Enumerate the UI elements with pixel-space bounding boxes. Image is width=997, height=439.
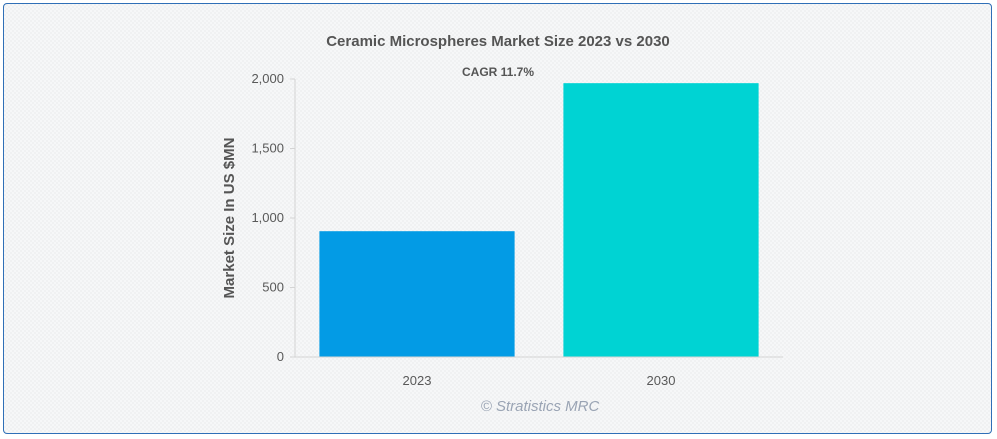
bar-2030 — [563, 83, 759, 358]
y-axis: 0 500 1,000 1,500 2,000 — [251, 71, 296, 364]
cagr-annotation: CAGR 11.7% — [462, 65, 534, 79]
x-tick-label: 2030 — [647, 373, 676, 388]
y-tick-label: 2,000 — [251, 71, 284, 86]
watermark: © Stratistics MRC — [481, 398, 600, 415]
chart-frame — [3, 3, 992, 434]
x-tick-label: 2023 — [403, 373, 432, 388]
chart-title: Ceramic Microspheres Market Size 2023 vs… — [326, 33, 670, 50]
y-tick-label: 500 — [262, 280, 284, 295]
y-axis-label: Market Size In US $MN — [221, 138, 238, 299]
bar-2023 — [319, 231, 515, 357]
y-tick-label: 1,000 — [251, 210, 284, 225]
y-tick-label: 0 — [277, 349, 284, 364]
x-axis: 2023 2030 — [295, 356, 783, 388]
y-tick-label: 1,500 — [251, 141, 284, 156]
bars — [319, 83, 759, 358]
